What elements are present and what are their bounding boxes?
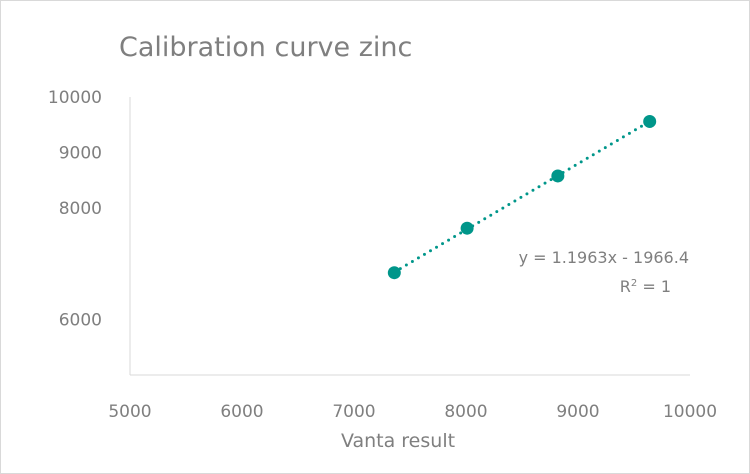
y-tick-label: 6000 bbox=[59, 310, 102, 330]
x-tick-label: 8000 bbox=[444, 402, 487, 422]
y-tick-label: 8000 bbox=[59, 199, 102, 219]
x-axis-label: Vanta result bbox=[341, 430, 455, 452]
x-axis-ticks: 5000 6000 7000 8000 9000 10000 bbox=[108, 402, 717, 422]
trendline-equation: y = 1.1963x - 1966.4 bbox=[519, 248, 689, 267]
y-axis-ticks: 6000 8000 9000 10000 bbox=[48, 88, 102, 330]
chart-title: Calibration curve zinc bbox=[119, 32, 412, 63]
x-tick-label: 5000 bbox=[108, 402, 151, 422]
x-tick-label: 9000 bbox=[556, 402, 599, 422]
x-tick-label: 6000 bbox=[220, 402, 263, 422]
y-tick-label: 9000 bbox=[59, 144, 102, 164]
r-squared-superscript: 2 bbox=[631, 278, 637, 289]
trendline bbox=[392, 119, 652, 274]
data-point bbox=[460, 221, 474, 235]
data-point bbox=[387, 266, 401, 280]
data-point bbox=[551, 169, 565, 183]
y-tick-label: 10000 bbox=[48, 88, 102, 108]
r-squared-label: R2 = 1 bbox=[620, 277, 671, 296]
x-tick-label: 7000 bbox=[332, 402, 375, 422]
r-squared-prefix: R bbox=[620, 277, 631, 296]
data-points bbox=[387, 114, 657, 280]
x-tick-label: 10000 bbox=[663, 402, 717, 422]
r-squared-value: = 1 bbox=[637, 277, 671, 296]
data-point bbox=[643, 114, 657, 128]
